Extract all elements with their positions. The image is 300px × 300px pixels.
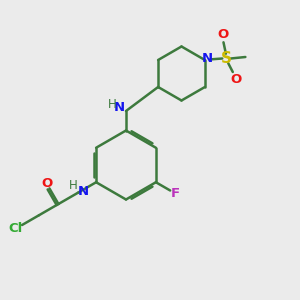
Text: O: O [41,177,52,190]
Text: N: N [202,52,213,65]
Text: H: H [107,98,116,111]
Text: S: S [220,51,231,66]
Text: N: N [114,101,125,114]
Text: F: F [171,187,180,200]
Text: N: N [78,185,89,198]
Text: Cl: Cl [8,222,23,235]
Text: H: H [69,179,78,192]
Text: O: O [218,28,229,41]
Text: O: O [230,73,242,86]
